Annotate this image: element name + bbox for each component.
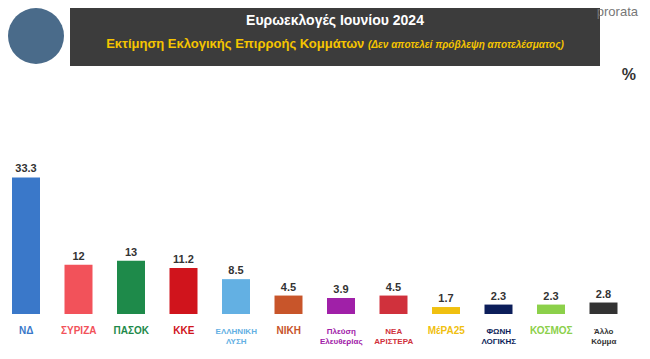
svg-text:ΑΡΙΣΤΕΡΑ: ΑΡΙΣΤΕΡΑ: [374, 337, 413, 346]
svg-text:11.2: 11.2: [173, 253, 194, 265]
svg-text:ΣΥΡΙΖΑ: ΣΥΡΙΖΑ: [61, 325, 96, 336]
svg-text:ΛΥΣΗ: ΛΥΣΗ: [226, 337, 247, 346]
svg-text:13: 13: [125, 246, 137, 258]
html-text:prorata: prorata: [596, 4, 638, 19]
svg-text:ΕΛΛΗΝΙΚΗ: ΕΛΛΗΝΙΚΗ: [216, 327, 258, 336]
svg-text:ΚΟΣΜΟΣ: ΚΟΣΜΟΣ: [530, 325, 573, 336]
svg-text:1.7: 1.7: [438, 292, 453, 304]
svg-text:3.9: 3.9: [333, 283, 348, 295]
svg-text:ΝΕΑ: ΝΕΑ: [385, 327, 402, 336]
svg-text:12: 12: [72, 250, 84, 262]
svg-text:Ελευθερίας: Ελευθερίας: [320, 337, 363, 346]
svg-text:ΝΙΚΗ: ΝΙΚΗ: [277, 325, 301, 336]
svg-text:ΚΚΕ: ΚΚΕ: [173, 325, 194, 336]
svg-text:2.8: 2.8: [596, 288, 611, 300]
svg-text:Κόμμα: Κόμμα: [591, 337, 616, 346]
svg-text:Άλλο: Άλλο: [594, 327, 614, 336]
svg-text:ΝΔ: ΝΔ: [19, 325, 33, 336]
svg-text:Πλεύση: Πλεύση: [327, 327, 356, 336]
html-text:Ευρωεκλογές Ιουνίου 2024: Ευρωεκλογές Ιουνίου 2024: [246, 12, 424, 28]
svg-text:ΛΟΓΙΚΗΣ: ΛΟΓΙΚΗΣ: [481, 337, 516, 346]
svg-text:4.5: 4.5: [281, 281, 296, 293]
html-text:Εκτίμηση Εκλογικής Επιρροής Κο: Εκτίμηση Εκλογικής Επιρροής Κομμάτων (Δε…: [106, 36, 564, 51]
svg-text:2.3: 2.3: [543, 290, 558, 302]
svg-text:4.5: 4.5: [386, 281, 401, 293]
svg-text:2.3: 2.3: [491, 290, 506, 302]
svg-text:8.5: 8.5: [228, 264, 243, 276]
svg-text:ΦΩΝΗ: ΦΩΝΗ: [486, 327, 511, 336]
svg-text:ΠΑΣΟΚ: ΠΑΣΟΚ: [114, 325, 150, 336]
svg-text:ΜέΡΑ25: ΜέΡΑ25: [428, 325, 466, 336]
svg-text:33.3: 33.3: [15, 162, 36, 174]
